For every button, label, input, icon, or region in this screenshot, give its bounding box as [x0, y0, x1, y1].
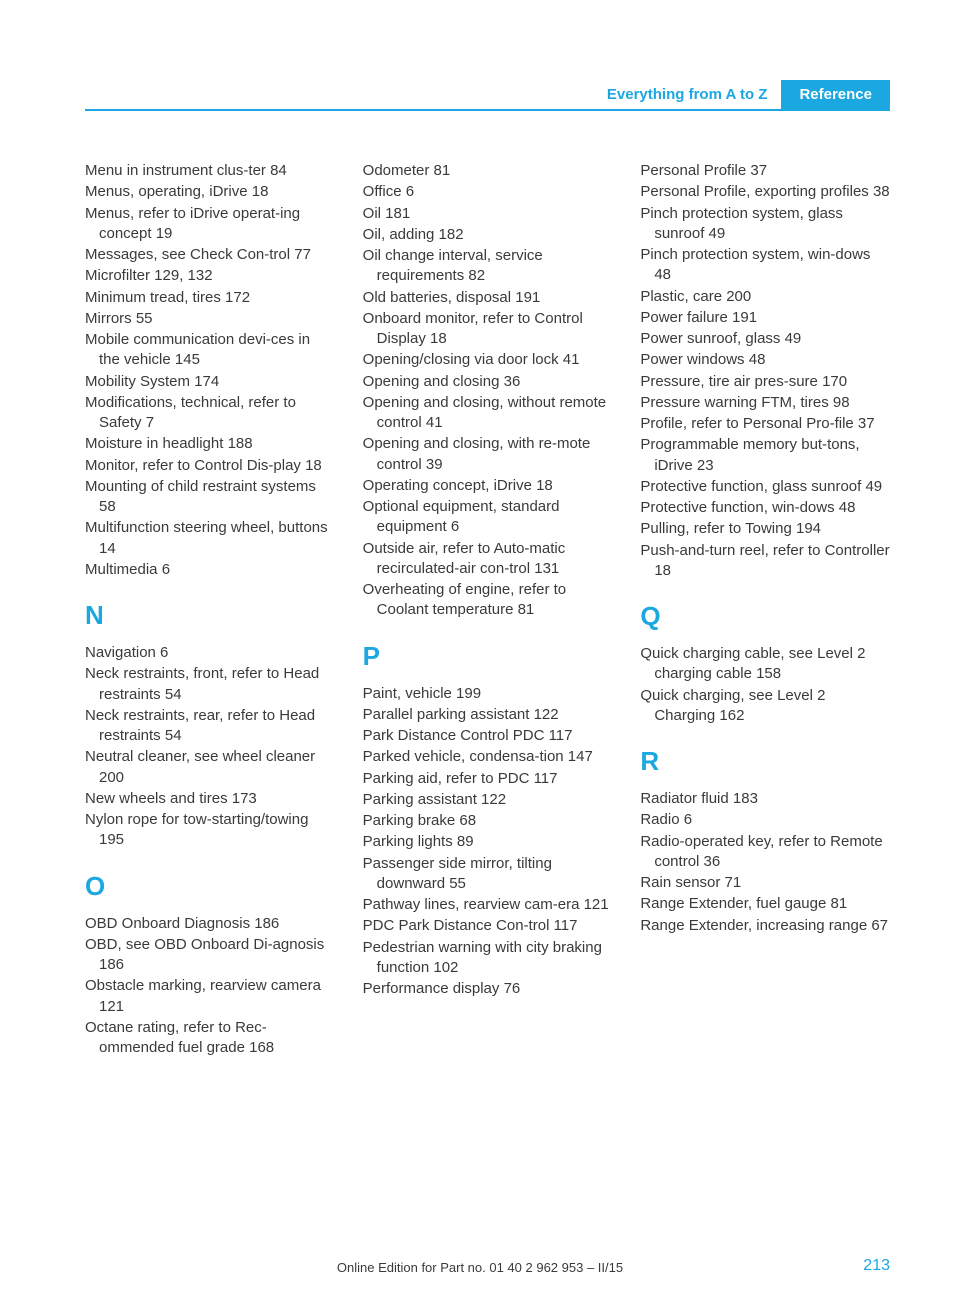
- header-section-label: Everything from A to Z: [593, 80, 782, 109]
- index-entry: Park Distance Control PDC 117: [363, 726, 613, 746]
- index-entry: Push-and-turn reel, refer to Controller …: [640, 541, 890, 582]
- index-entry: Mobility System 174: [85, 372, 335, 392]
- index-entry: New wheels and tires 173: [85, 789, 335, 809]
- footer-text: Online Edition for Part no. 01 40 2 962 …: [0, 1260, 960, 1275]
- index-entry: Parking aid, refer to PDC 117: [363, 769, 613, 789]
- index-entry: Multifunction steering wheel, buttons 14: [85, 518, 335, 559]
- index-entry: Personal Profile, exporting profiles 38: [640, 182, 890, 202]
- index-entry: OBD Onboard Diagnosis 186: [85, 914, 335, 934]
- index-entry: Neck restraints, front, refer to Head re…: [85, 664, 335, 705]
- page-number: 213: [863, 1257, 890, 1275]
- index-entry: Navigation 6: [85, 643, 335, 663]
- index-entry: Protective function, win‐dows 48: [640, 498, 890, 518]
- index-letter-heading: R: [640, 744, 890, 779]
- index-entry: Range Extender, fuel gauge 81: [640, 894, 890, 914]
- index-entry: Oil change interval, service requirement…: [363, 246, 613, 287]
- index-entry: Opening and closing 36: [363, 372, 613, 392]
- index-entry: Obstacle marking, rearview camera 121: [85, 976, 335, 1017]
- page-header: Everything from A to Z Reference: [85, 80, 890, 111]
- index-entry: Pedestrian warning with city braking fun…: [363, 938, 613, 979]
- index-entry: Personal Profile 37: [640, 161, 890, 181]
- header-reference-label: Reference: [781, 80, 890, 109]
- index-entry: PDC Park Distance Con‐trol 117: [363, 916, 613, 936]
- index-columns: Menu in instrument clus‐ter 84Menus, ope…: [85, 161, 890, 1059]
- index-column: Odometer 81Office 6Oil 181Oil, adding 18…: [363, 161, 613, 1059]
- index-entry: Old batteries, disposal 191: [363, 288, 613, 308]
- index-entry: Passenger side mirror, tilting downward …: [363, 854, 613, 895]
- index-entry: Office 6: [363, 182, 613, 202]
- index-entry: Odometer 81: [363, 161, 613, 181]
- index-entry: Messages, see Check Con‐trol 77: [85, 245, 335, 265]
- index-entry: Neutral cleaner, see wheel cleaner 200: [85, 747, 335, 788]
- index-entry: Pulling, refer to Towing 194: [640, 519, 890, 539]
- index-entry: Neck restraints, rear, refer to Head res…: [85, 706, 335, 747]
- index-entry: OBD, see OBD Onboard Di‐agnosis 186: [85, 935, 335, 976]
- index-entry: Performance display 76: [363, 979, 613, 999]
- index-entry: Radiator fluid 183: [640, 789, 890, 809]
- index-entry: Quick charging, see Level 2 Charging 162: [640, 686, 890, 727]
- index-entry: Pathway lines, rearview cam‐era 121: [363, 895, 613, 915]
- index-entry: Monitor, refer to Control Dis‐play 18: [85, 456, 335, 476]
- index-entry: Microfilter 129, 132: [85, 266, 335, 286]
- index-entry: Menus, refer to iDrive operat‐ing concep…: [85, 204, 335, 245]
- index-entry: Mobile communication devi‐ces in the veh…: [85, 330, 335, 371]
- index-entry: Octane rating, refer to Rec‐ommended fue…: [85, 1018, 335, 1059]
- index-entry: Pinch protection system, glass sunroof 4…: [640, 204, 890, 245]
- index-entry: Multimedia 6: [85, 560, 335, 580]
- index-entry: Power sunroof, glass 49: [640, 329, 890, 349]
- index-entry: Parallel parking assistant 122: [363, 705, 613, 725]
- index-entry: Modifications, technical, refer to Safet…: [85, 393, 335, 434]
- index-entry: Pressure warning FTM, tires 98: [640, 393, 890, 413]
- index-entry: Overheating of engine, refer to Coolant …: [363, 580, 613, 621]
- index-entry: Mounting of child restraint systems 58: [85, 477, 335, 518]
- index-entry: Outside air, refer to Auto‐matic recircu…: [363, 539, 613, 580]
- index-entry: Radio 6: [640, 810, 890, 830]
- index-letter-heading: O: [85, 869, 335, 904]
- index-entry: Programmable memory but‐tons, iDrive 23: [640, 435, 890, 476]
- index-column: Menu in instrument clus‐ter 84Menus, ope…: [85, 161, 335, 1059]
- index-letter-heading: N: [85, 598, 335, 633]
- index-column: Personal Profile 37Personal Profile, exp…: [640, 161, 890, 1059]
- index-entry: Plastic, care 200: [640, 287, 890, 307]
- index-entry: Pressure, tire air pres‐sure 170: [640, 372, 890, 392]
- index-entry: Pinch protection system, win‐dows 48: [640, 245, 890, 286]
- index-entry: Parking lights 89: [363, 832, 613, 852]
- index-letter-heading: Q: [640, 599, 890, 634]
- index-entry: Rain sensor 71: [640, 873, 890, 893]
- index-entry: Operating concept, iDrive 18: [363, 476, 613, 496]
- index-entry: Nylon rope for tow-starting/towing 195: [85, 810, 335, 851]
- index-entry: Moisture in headlight 188: [85, 434, 335, 454]
- index-entry: Power windows 48: [640, 350, 890, 370]
- index-entry: Onboard monitor, refer to Control Displa…: [363, 309, 613, 350]
- index-entry: Minimum tread, tires 172: [85, 288, 335, 308]
- index-entry: Opening and closing, without remote cont…: [363, 393, 613, 434]
- index-entry: Parking assistant 122: [363, 790, 613, 810]
- index-entry: Mirrors 55: [85, 309, 335, 329]
- index-entry: Oil 181: [363, 204, 613, 224]
- index-entry: Oil, adding 182: [363, 225, 613, 245]
- index-entry: Opening/closing via door lock 41: [363, 350, 613, 370]
- index-entry: Menu in instrument clus‐ter 84: [85, 161, 335, 181]
- index-entry: Range Extender, increasing range 67: [640, 916, 890, 936]
- index-entry: Opening and closing, with re‐mote contro…: [363, 434, 613, 475]
- index-entry: Paint, vehicle 199: [363, 684, 613, 704]
- index-entry: Quick charging cable, see Level 2 chargi…: [640, 644, 890, 685]
- index-entry: Menus, operating, iDrive 18: [85, 182, 335, 202]
- index-entry: Radio-operated key, refer to Remote cont…: [640, 832, 890, 873]
- index-letter-heading: P: [363, 639, 613, 674]
- index-entry: Profile, refer to Personal Pro‐file 37: [640, 414, 890, 434]
- page-container: Everything from A to Z Reference Menu in…: [0, 0, 960, 1099]
- index-entry: Parked vehicle, condensa‐tion 147: [363, 747, 613, 767]
- index-entry: Parking brake 68: [363, 811, 613, 831]
- index-entry: Optional equipment, standard equipment 6: [363, 497, 613, 538]
- index-entry: Protective function, glass sunroof 49: [640, 477, 890, 497]
- index-entry: Power failure 191: [640, 308, 890, 328]
